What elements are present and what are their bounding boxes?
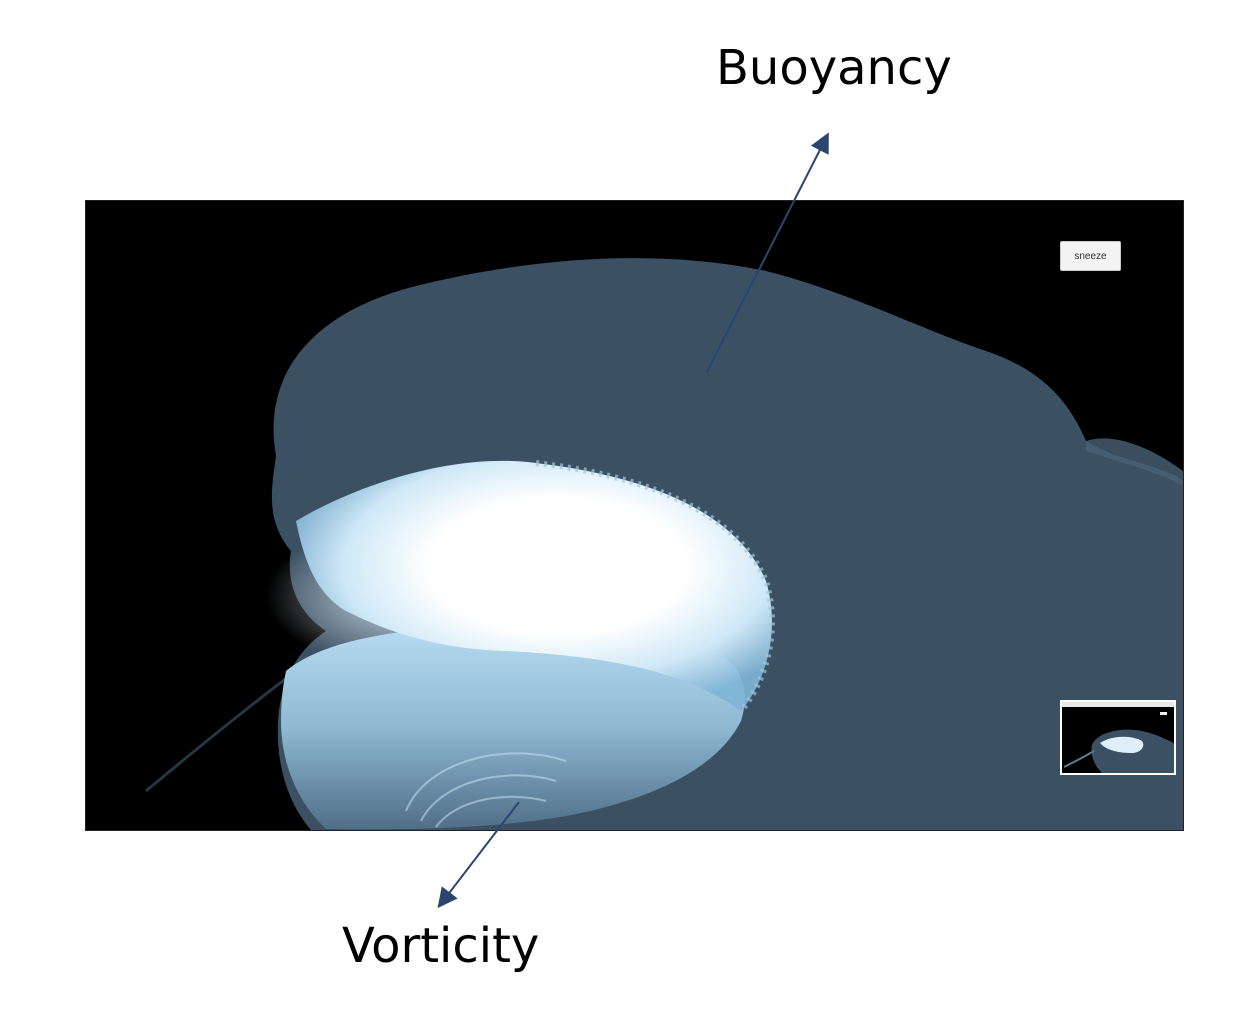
vorticity-label: Vorticity (342, 918, 540, 974)
vorticity-core (296, 460, 772, 711)
fluid-render (145, 258, 1183, 830)
core-turbulent-edge (535, 460, 775, 713)
plume-wisp (1086, 438, 1183, 486)
sneeze-button[interactable]: sneeze (1060, 241, 1121, 271)
thumbnail-titlebar (1062, 702, 1174, 707)
buoyancy-label: Buoyancy (716, 40, 952, 96)
fluid-simulation-canvas[interactable]: sneeze (85, 200, 1184, 831)
trailing-streak (145, 669, 297, 793)
preview-thumbnail[interactable] (1060, 700, 1176, 775)
lower-vortex-lobe (281, 625, 745, 830)
thumbnail-render (1063, 729, 1174, 773)
thumbnail-sneeze-button (1160, 712, 1167, 715)
